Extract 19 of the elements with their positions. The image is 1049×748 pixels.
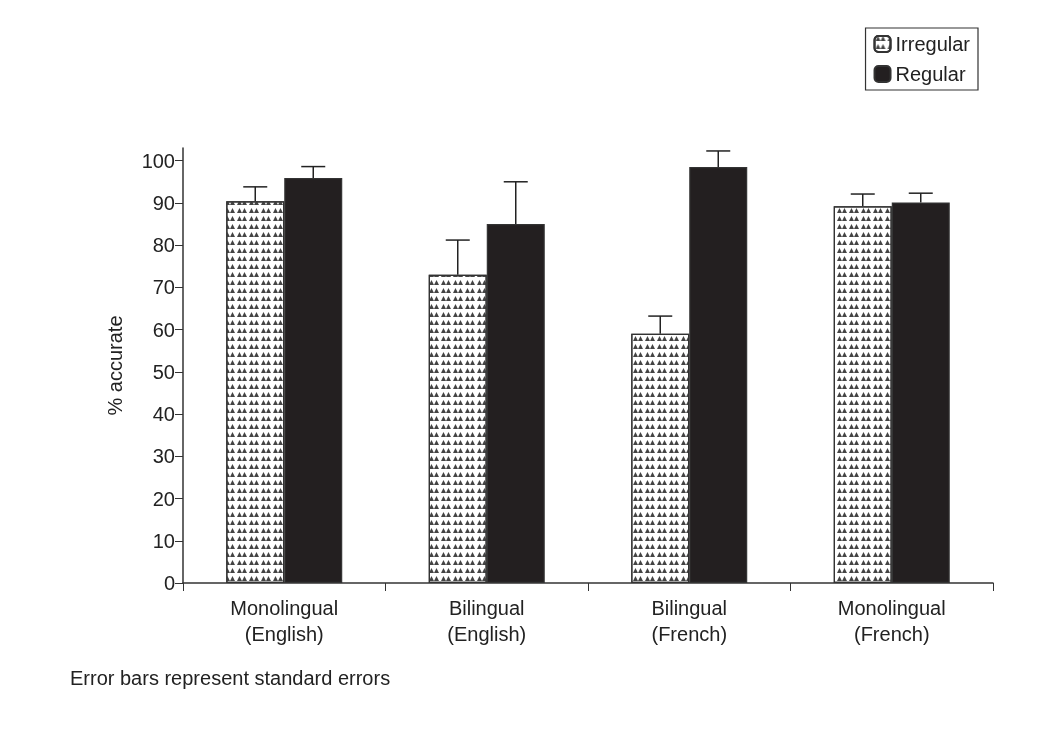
y-tick-label: 40 [152,403,175,426]
x-tick-label: Bilingual (French) [651,597,728,645]
x-tick-label: Bilingual (English) [447,597,527,645]
x-tick-label: Monolingual (French) [837,597,946,645]
y-tick-label: 70 [152,276,175,299]
text: Error bars represent standard errors [70,667,391,689]
y-tick-label: 100 [141,149,175,172]
y-tick-label: 30 [152,445,175,468]
y-tick-label: 20 [152,487,175,510]
legend-label: Regular [895,63,966,85]
y-tick-label: 50 [152,360,175,383]
y-axis-title: % accurate [104,315,126,416]
legend-label: Irregular [895,33,971,55]
y-tick-label: 80 [152,234,175,257]
y-tick-label: 60 [152,318,175,341]
y-tick-label: 10 [152,529,175,552]
x-tick-label: Monolingual (English) [230,597,339,645]
y-tick-label: 90 [152,191,175,214]
y-tick-label: 0 [163,572,175,594]
